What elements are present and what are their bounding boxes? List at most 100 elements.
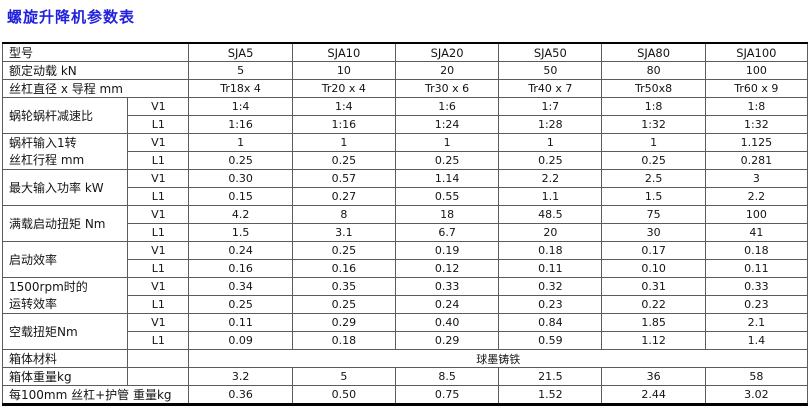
value-cell: 0.24 — [394, 295, 500, 314]
value-cell: 1:16 — [188, 115, 293, 134]
value-cell: 0.25 — [291, 295, 396, 314]
value-cell: 10 — [291, 61, 396, 80]
model-header-cell: SJA5 — [188, 42, 293, 62]
value-cell: 0.30 — [188, 169, 293, 188]
value-cell: 0.25 — [188, 295, 293, 314]
value-cell: 2.1 — [704, 313, 809, 332]
value-cell: 1 — [601, 133, 706, 152]
model-header-cell: SJA10 — [291, 42, 396, 62]
value-cell: 0.25 — [498, 151, 603, 170]
value-cell: 1:24 — [394, 115, 500, 134]
value-cell: 0.23 — [704, 295, 809, 314]
value-cell: 0.84 — [498, 313, 603, 332]
value-cell: 0.16 — [188, 259, 293, 278]
value-cell: 0.34 — [188, 277, 293, 296]
value-cell: 0.10 — [601, 259, 706, 278]
value-cell: 1.52 — [498, 385, 603, 405]
value-cell: 0.35 — [291, 277, 396, 296]
sub-label-v1: V1 — [127, 205, 190, 224]
value-cell: 0.18 — [498, 241, 603, 260]
value-cell: 1.5 — [188, 223, 293, 242]
table-row-start-eff-v1: 启动效率 V1 0.24 0.25 0.19 0.18 0.17 0.18 — [1, 241, 809, 278]
row-label: 1500rpm时的 运转效率 — [1, 277, 129, 314]
sub-label-l1: L1 — [127, 151, 190, 170]
value-cell: 1.1 — [498, 187, 603, 206]
sub-label-v1: V1 — [127, 313, 190, 332]
value-cell: 2.44 — [601, 385, 706, 405]
model-header-cell: SJA50 — [498, 42, 603, 62]
value-cell: 2.5 — [601, 169, 706, 188]
value-cell: 48.5 — [498, 205, 603, 224]
value-cell: Tr50x8 — [601, 79, 706, 98]
value-cell: Tr20 x 4 — [291, 79, 396, 98]
value-cell: 1 — [394, 133, 500, 152]
header-row: 型号 SJA5 SJA10 SJA20 SJA50 SJA80 SJA100 — [1, 42, 809, 62]
value-cell: 4.2 — [188, 205, 293, 224]
row-label-line1: 1500rpm时的 — [9, 279, 88, 294]
value-cell: 0.18 — [704, 241, 809, 260]
value-cell: 1:7 — [498, 97, 603, 116]
value-cell: 1:28 — [498, 115, 603, 134]
row-label-line1: 蜗杆输入1转 — [9, 135, 77, 150]
value-cell: 1.14 — [394, 169, 500, 188]
value-cell: 1.4 — [704, 331, 809, 350]
table-row-max-power-l1: L1 0.15 0.27 0.55 1.1 1.5 2.2 — [3, 187, 809, 206]
value-cell: 0.24 — [188, 241, 293, 260]
table-row-noload-torque-l1: L1 0.09 0.18 0.29 0.59 1.12 1.4 — [3, 331, 809, 350]
table-row-travel-l1: L1 0.25 0.25 0.25 0.25 0.25 0.281 — [3, 151, 809, 170]
screw-jack-params-table: 型号 SJA5 SJA10 SJA20 SJA50 SJA80 SJA100 额… — [1, 42, 809, 406]
row-label: 箱体重量kg — [1, 367, 129, 386]
value-cell: 50 — [498, 61, 603, 80]
value-cell: 1.85 — [601, 313, 706, 332]
row-label: 满载启动扭矩 Nm — [1, 205, 129, 242]
value-cell: 1:4 — [188, 97, 293, 116]
row-label: 丝杠直径 x 导程 mm — [1, 79, 190, 98]
table-row-ratio-l1: L1 1:16 1:16 1:24 1:28 1:32 1:32 — [3, 115, 809, 134]
value-cell: 1 — [498, 133, 603, 152]
row-label-line2: 运转效率 — [9, 296, 58, 311]
value-cell: 5 — [291, 367, 396, 386]
value-cell: 0.12 — [394, 259, 500, 278]
row-label: 最大输入功率 kW — [1, 169, 129, 206]
value-cell: 58 — [704, 367, 809, 386]
value-cell: 20 — [498, 223, 603, 242]
row-label: 每100mm 丝杠+护管 重量kg — [1, 385, 190, 405]
value-cell: 5 — [188, 61, 293, 80]
value-cell: 0.50 — [291, 385, 396, 405]
table-row-material: 箱体材料 球墨铸铁 — [1, 349, 808, 368]
value-cell: 1:32 — [704, 115, 809, 134]
value-cell: Tr30 x 6 — [394, 79, 500, 98]
table-row-noload-torque-v1: 空载扭矩Nm V1 0.11 0.29 0.40 0.84 1.85 2.1 — [1, 313, 809, 350]
value-cell: 8 — [291, 205, 396, 224]
value-cell: 0.36 — [188, 385, 293, 405]
value-cell: 0.29 — [291, 313, 396, 332]
value-cell: 1:8 — [704, 97, 809, 116]
value-cell: 6.7 — [394, 223, 500, 242]
sub-label-l1: L1 — [127, 115, 190, 134]
value-cell: 0.25 — [394, 151, 500, 170]
value-cell: 1.12 — [601, 331, 706, 350]
value-cell: 0.57 — [291, 169, 396, 188]
value-cell: 0.29 — [394, 331, 500, 350]
value-cell: 3.1 — [291, 223, 396, 242]
value-cell: 3 — [704, 169, 809, 188]
sub-label-l1: L1 — [127, 259, 190, 278]
value-cell: 0.11 — [704, 259, 809, 278]
value-cell: 80 — [601, 61, 706, 80]
value-cell: 0.27 — [291, 187, 396, 206]
value-cell: 0.25 — [601, 151, 706, 170]
table-row-box-weight: 箱体重量kg 3.2 5 8.5 21.5 36 58 — [1, 367, 809, 386]
empty-cell — [127, 349, 190, 368]
row-label: 额定动载 kN — [1, 61, 190, 80]
value-cell: 8.5 — [394, 367, 500, 386]
table-row-travel-v1: 蜗杆输入1转 丝杠行程 mm V1 1 1 1 1 1 1.125 — [1, 133, 809, 170]
value-cell: Tr40 x 7 — [498, 79, 603, 98]
value-cell: 0.16 — [291, 259, 396, 278]
value-cell: 1:16 — [291, 115, 396, 134]
value-cell: 18 — [394, 205, 500, 224]
table-row-start-torque-l1: L1 1.5 3.1 6.7 20 30 41 — [3, 223, 809, 242]
value-cell: 20 — [394, 61, 500, 80]
value-cell: 30 — [601, 223, 706, 242]
value-cell: 0.25 — [188, 151, 293, 170]
value-cell: 0.15 — [188, 187, 293, 206]
